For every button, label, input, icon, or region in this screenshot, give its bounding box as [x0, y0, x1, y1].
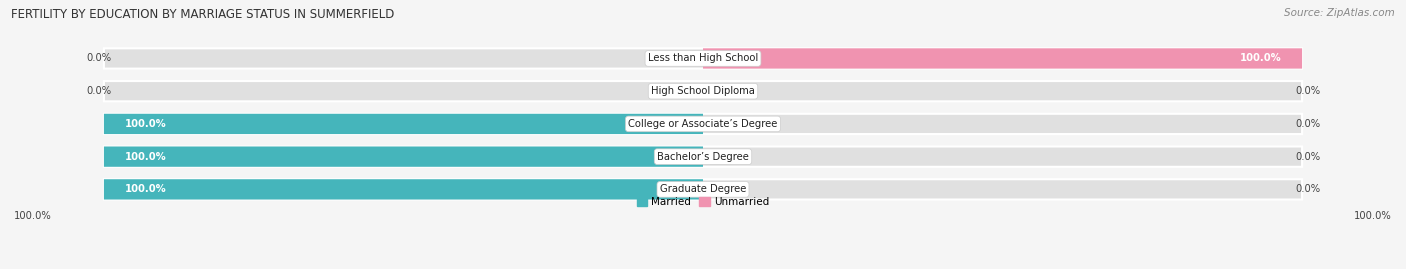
FancyBboxPatch shape — [104, 48, 1302, 69]
Text: 0.0%: 0.0% — [1295, 152, 1320, 162]
Text: FERTILITY BY EDUCATION BY MARRIAGE STATUS IN SUMMERFIELD: FERTILITY BY EDUCATION BY MARRIAGE STATU… — [11, 8, 395, 21]
FancyBboxPatch shape — [104, 179, 1302, 200]
Text: High School Diploma: High School Diploma — [651, 86, 755, 96]
FancyBboxPatch shape — [104, 114, 1302, 134]
Text: 0.0%: 0.0% — [1295, 119, 1320, 129]
FancyBboxPatch shape — [104, 147, 703, 167]
Text: 0.0%: 0.0% — [86, 86, 111, 96]
FancyBboxPatch shape — [104, 179, 703, 200]
Text: 100.0%: 100.0% — [1354, 211, 1392, 221]
Text: College or Associate’s Degree: College or Associate’s Degree — [628, 119, 778, 129]
Text: 0.0%: 0.0% — [1295, 86, 1320, 96]
Text: Graduate Degree: Graduate Degree — [659, 184, 747, 194]
Text: Source: ZipAtlas.com: Source: ZipAtlas.com — [1284, 8, 1395, 18]
FancyBboxPatch shape — [703, 48, 1302, 69]
Text: 100.0%: 100.0% — [125, 119, 167, 129]
Text: Less than High School: Less than High School — [648, 54, 758, 63]
FancyBboxPatch shape — [104, 147, 1302, 167]
Legend: Married, Unmarried: Married, Unmarried — [637, 197, 769, 207]
Text: 100.0%: 100.0% — [1239, 54, 1281, 63]
Text: 0.0%: 0.0% — [86, 54, 111, 63]
Text: 100.0%: 100.0% — [14, 211, 52, 221]
FancyBboxPatch shape — [104, 81, 1302, 101]
Text: 0.0%: 0.0% — [1295, 184, 1320, 194]
FancyBboxPatch shape — [104, 114, 703, 134]
Text: 100.0%: 100.0% — [125, 184, 167, 194]
Text: 100.0%: 100.0% — [125, 152, 167, 162]
Text: Bachelor’s Degree: Bachelor’s Degree — [657, 152, 749, 162]
